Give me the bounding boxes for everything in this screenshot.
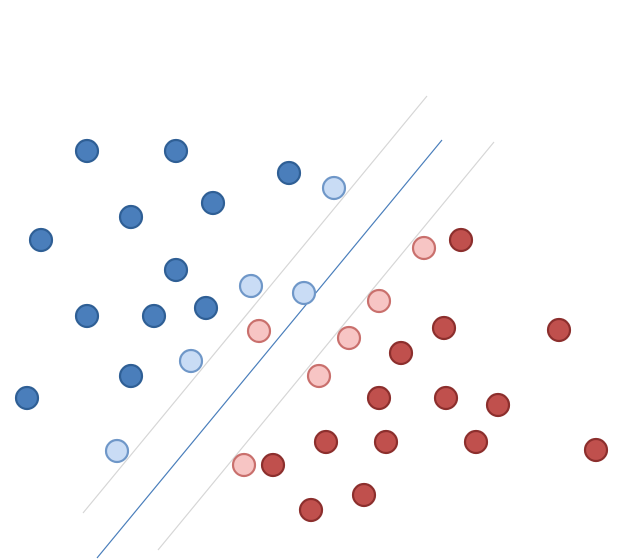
support-vector-blue <box>104 438 130 464</box>
support-vector-blue <box>321 175 347 201</box>
data-point-red <box>546 317 572 343</box>
data-point-blue <box>276 160 302 186</box>
support-vector-red <box>246 318 272 344</box>
data-point-red <box>366 385 392 411</box>
data-point-blue <box>163 257 189 283</box>
support-vector-red <box>411 235 437 261</box>
data-point-red <box>373 429 399 455</box>
support-vector-red <box>306 363 332 389</box>
decision-boundary-line <box>96 139 443 559</box>
support-vector-red <box>231 452 257 478</box>
data-point-blue <box>163 138 189 164</box>
data-point-red <box>583 437 609 463</box>
data-point-red <box>433 385 459 411</box>
data-point-blue <box>14 385 40 411</box>
data-point-blue <box>74 138 100 164</box>
data-point-blue <box>200 190 226 216</box>
data-point-blue <box>193 295 219 321</box>
data-point-red <box>431 315 457 341</box>
margin-line-lower <box>157 141 495 551</box>
data-points <box>14 138 609 523</box>
data-point-blue <box>74 303 100 329</box>
data-point-blue <box>118 363 144 389</box>
margin-line-upper <box>82 95 428 514</box>
data-point-red <box>463 429 489 455</box>
support-vector-red <box>366 288 392 314</box>
support-vector-blue <box>238 273 264 299</box>
support-vector-blue <box>291 280 317 306</box>
data-point-red <box>485 392 511 418</box>
data-point-red <box>313 429 339 455</box>
data-point-blue <box>28 227 54 253</box>
data-point-red <box>260 452 286 478</box>
support-vector-blue <box>178 348 204 374</box>
data-point-red <box>298 497 324 523</box>
data-point-blue <box>118 204 144 230</box>
data-point-red <box>388 340 414 366</box>
data-point-red <box>351 482 377 508</box>
data-point-red <box>448 227 474 253</box>
data-point-blue <box>141 303 167 329</box>
support-vector-red <box>336 325 362 351</box>
boundary-lines <box>82 95 495 559</box>
